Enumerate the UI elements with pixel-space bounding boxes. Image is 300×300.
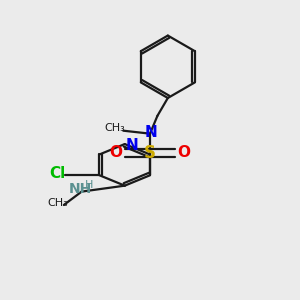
Text: Cl: Cl (50, 166, 66, 181)
Text: N: N (145, 125, 158, 140)
Text: CH₃: CH₃ (104, 123, 125, 133)
Text: H: H (85, 180, 93, 190)
Text: NH: NH (68, 182, 92, 196)
Text: N: N (126, 138, 139, 153)
Text: CH₃: CH₃ (47, 199, 68, 208)
Text: O: O (109, 146, 122, 160)
Text: O: O (178, 146, 191, 160)
Text: S: S (144, 144, 156, 162)
